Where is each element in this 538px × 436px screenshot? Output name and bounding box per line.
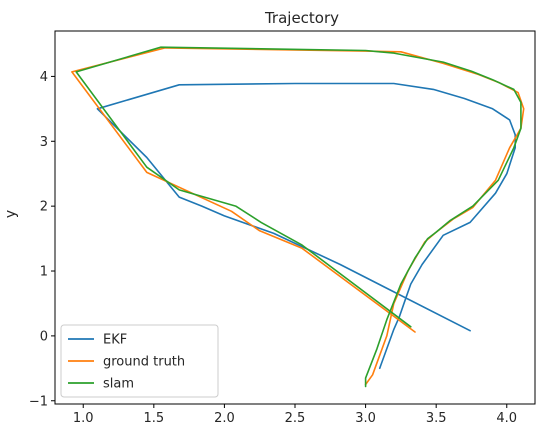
y-tick-label: 1 (40, 265, 48, 280)
legend-box (60, 324, 219, 398)
chart-title: Trajectory (264, 9, 339, 27)
x-tick-label: 1.5 (143, 411, 164, 426)
legend: EKF ground truth slam (60, 324, 219, 398)
x-tick-label: 2.5 (285, 411, 306, 426)
x-axis: 1.0 1.5 2.0 2.5 3.0 3.5 4.0 (73, 404, 517, 426)
x-tick-label: 1.0 (73, 411, 94, 426)
y-tick-label: 0 (40, 329, 48, 344)
y-tick-label: −1 (29, 394, 48, 409)
y-tick-label: 4 (40, 70, 48, 85)
x-tick-label: 3.0 (355, 411, 376, 426)
y-tick-label: 2 (40, 200, 48, 215)
x-tick-label: 2.0 (214, 411, 235, 426)
x-tick-label: 3.5 (426, 411, 447, 426)
legend-label: ground truth (103, 355, 185, 370)
series-line-slam (75, 46, 522, 388)
y-axis: −1 0 1 2 3 4 (29, 70, 55, 409)
series-line-ground-truth (71, 47, 525, 386)
legend-label: slam (103, 377, 134, 392)
series-line-ekf (96, 82, 517, 370)
series-layer (71, 46, 525, 388)
x-tick-label: 4.0 (496, 411, 517, 426)
x-axis-label: x (298, 432, 306, 436)
y-tick-label: 3 (40, 135, 48, 150)
y-axis-label: y (3, 210, 19, 218)
legend-label: EKF (103, 333, 127, 348)
